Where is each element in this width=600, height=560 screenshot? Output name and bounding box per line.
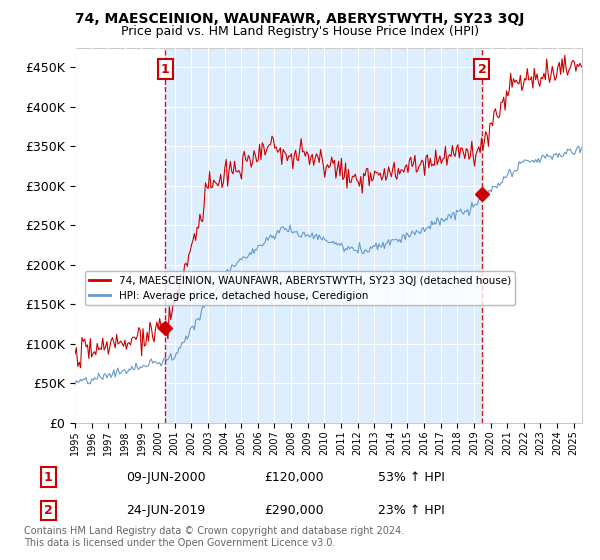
Text: 23% ↑ HPI: 23% ↑ HPI <box>378 504 445 517</box>
Text: Price paid vs. HM Land Registry's House Price Index (HPI): Price paid vs. HM Land Registry's House … <box>121 25 479 38</box>
Text: 1: 1 <box>161 63 170 76</box>
Text: £120,000: £120,000 <box>264 470 323 484</box>
Text: 09-JUN-2000: 09-JUN-2000 <box>126 470 206 484</box>
Text: 24-JUN-2019: 24-JUN-2019 <box>126 504 205 517</box>
Legend: 74, MAESCEINION, WAUNFAWR, ABERYSTWYTH, SY23 3QJ (detached house), HPI: Average : 74, MAESCEINION, WAUNFAWR, ABERYSTWYTH, … <box>85 272 515 305</box>
Text: 2: 2 <box>44 504 52 517</box>
Text: 74, MAESCEINION, WAUNFAWR, ABERYSTWYTH, SY23 3QJ: 74, MAESCEINION, WAUNFAWR, ABERYSTWYTH, … <box>76 12 524 26</box>
Text: Contains HM Land Registry data © Crown copyright and database right 2024.
This d: Contains HM Land Registry data © Crown c… <box>24 526 404 548</box>
Bar <box>166 48 482 423</box>
Text: £290,000: £290,000 <box>264 504 323 517</box>
Text: 2: 2 <box>478 63 487 76</box>
Text: 53% ↑ HPI: 53% ↑ HPI <box>378 470 445 484</box>
Text: 1: 1 <box>44 470 52 484</box>
